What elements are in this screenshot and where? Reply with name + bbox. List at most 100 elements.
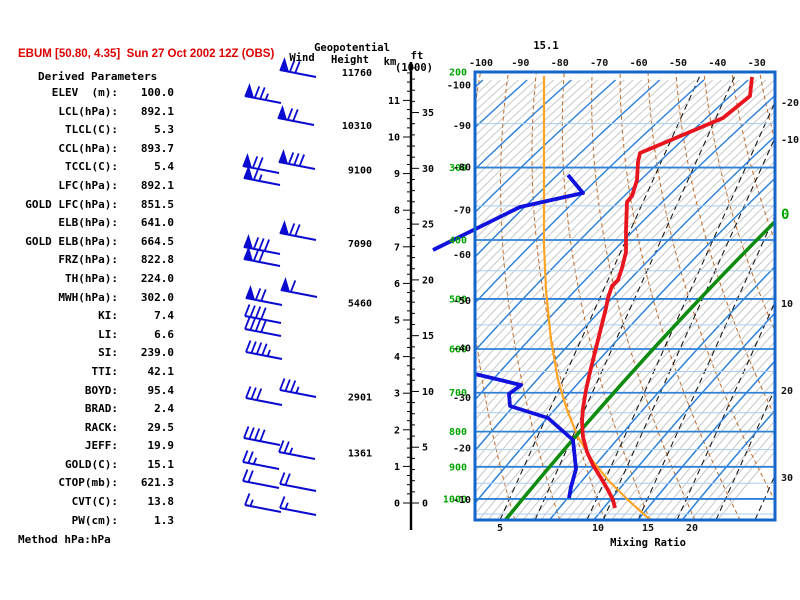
svg-text:2: 2 <box>394 425 400 436</box>
parameter-label: CTOP(mb): <box>58 476 118 490</box>
parameter-value: 302.0 <box>140 290 174 304</box>
svg-text:300: 300 <box>449 163 467 174</box>
parameter-label: LFC(hPa): <box>58 178 118 192</box>
svg-text:-80: -80 <box>551 58 569 69</box>
derived-parameter-row: ELEV (m): 100.0 <box>18 84 176 103</box>
zero-isotherm-green-line <box>503 219 775 520</box>
parameter-label: LCL(hPa): <box>58 104 118 118</box>
ft-scale-header: ft <box>410 50 424 62</box>
parameter-value: 29.5 <box>147 420 175 434</box>
svg-text:10: 10 <box>388 133 400 144</box>
parameter-label: KI: <box>98 309 118 323</box>
derived-parameter-row: GOLD ELB(hPa): 664.5 <box>18 233 176 252</box>
chart-grid <box>475 72 775 520</box>
geopotential-header-line2: Height <box>331 54 369 66</box>
derived-parameter-row: PW(cm): 1.3 <box>18 512 176 531</box>
parameter-value: 892.1 <box>140 178 174 192</box>
parameter-value: 893.7 <box>140 141 174 155</box>
parameter-label: CVT(C): <box>71 495 118 509</box>
svg-text:15: 15 <box>642 523 654 534</box>
svg-text:8: 8 <box>394 206 400 217</box>
derived-parameter-row: GOLD LFC(hPa): 851.5 <box>18 196 176 215</box>
svg-text:-70: -70 <box>590 58 608 69</box>
parameter-value: 224.0 <box>140 271 174 285</box>
parameter-value: 2.4 <box>154 402 174 416</box>
parameter-value: 6.6 <box>154 327 174 341</box>
parameter-label: MWH(hPa): <box>58 290 118 304</box>
wind-barb <box>245 340 283 360</box>
wind-barb <box>242 450 280 470</box>
parameter-label: LI: <box>98 327 118 341</box>
parameter-value: 100.0 <box>140 86 174 99</box>
svg-text:-10: -10 <box>781 135 799 146</box>
svg-text:6: 6 <box>394 279 400 290</box>
parameter-value: 851.5 <box>140 197 174 211</box>
wind-barb <box>243 245 281 267</box>
wind-column-header: Wind <box>289 52 315 64</box>
svg-text:0: 0 <box>394 499 400 510</box>
svg-text:7090: 7090 <box>348 239 372 250</box>
parameter-value: 1.3 <box>154 513 174 527</box>
parameter-value: 5.4 <box>154 160 174 174</box>
svg-text:-60: -60 <box>630 58 648 69</box>
wind-barb <box>279 472 317 492</box>
derived-parameter-row: BRAD: 2.4 <box>18 400 176 419</box>
km-scale-header: km <box>383 56 397 68</box>
axis-labels: -100 -90 -80 -70 -60 -50 -40 -30200300400500600… <box>443 58 799 534</box>
svg-text:-80: -80 <box>453 163 471 174</box>
svg-text:5: 5 <box>497 523 503 534</box>
wind-barb <box>243 233 281 255</box>
derived-parameters-heading: Derived Parameters <box>38 70 158 83</box>
wind-barb <box>278 148 316 170</box>
isobars-major <box>475 72 775 500</box>
wind-barb <box>244 317 282 337</box>
svg-text:-60: -60 <box>453 250 471 261</box>
parameter-label: TTI: <box>91 364 119 378</box>
svg-text:-100: -100 <box>469 58 493 69</box>
method-footer: Method hPa:hPa <box>18 533 111 546</box>
wetbulb-curve-label: 15.1 <box>533 40 559 52</box>
parameter-value: 13.8 <box>147 495 175 509</box>
derived-parameter-row: CCL(hPa): 893.7 <box>18 140 176 159</box>
temperature-curve <box>580 76 754 509</box>
svg-text:-90: -90 <box>453 121 471 132</box>
parameter-value: 5.3 <box>154 123 174 137</box>
svg-text:-50: -50 <box>669 58 687 69</box>
svg-text:20: 20 <box>781 386 793 397</box>
wetbulb-curve <box>542 76 653 520</box>
svg-text:10: 10 <box>422 387 434 398</box>
parameter-value: 822.8 <box>140 253 174 267</box>
wind-barb <box>243 164 281 186</box>
wind-barbs-group <box>242 56 318 516</box>
svg-text:600: 600 <box>449 345 467 356</box>
wind-barb <box>279 378 317 398</box>
derived-parameter-row: GOLD(C): 15.1 <box>18 456 176 475</box>
dry-adiabats <box>475 72 775 520</box>
derived-parameter-row: LFC(hPa): 892.1 <box>18 177 176 196</box>
derived-parameters-table: ELEV (m): 100.0 LCL(hPa): 892.1 TLCL(C): 5.3 C… <box>18 84 176 530</box>
derived-parameter-row: TCCL(C): 5.4 <box>18 158 176 177</box>
svg-text:15: 15 <box>422 331 434 342</box>
wind-barb <box>244 82 282 104</box>
parameter-value: 7.4 <box>154 309 174 323</box>
svg-text:0: 0 <box>422 499 428 510</box>
svg-text:800: 800 <box>449 427 467 438</box>
parameter-label: SI: <box>98 346 118 360</box>
wind-barb <box>242 469 280 489</box>
parameter-label: CCL(hPa): <box>58 141 118 155</box>
ruler-labels: 1110987654321035302520151050117601031091… <box>342 68 434 509</box>
svg-text:35: 35 <box>422 108 434 119</box>
svg-text:1361: 1361 <box>348 449 372 460</box>
parameter-label: BRAD: <box>84 402 118 416</box>
parameter-label: JEFF: <box>84 439 118 453</box>
wind-barb <box>278 440 316 460</box>
svg-text:9: 9 <box>394 169 400 180</box>
svg-text:700: 700 <box>449 388 467 399</box>
minor-isotherms <box>475 79 775 520</box>
derived-parameter-row: TLCL(C): 5.3 <box>18 121 176 140</box>
derived-parameter-row: TH(hPa): 224.0 <box>18 270 176 289</box>
parameter-label: TLCL(C): <box>65 123 118 137</box>
svg-text:0: 0 <box>781 207 789 223</box>
height-ruler <box>403 62 419 530</box>
svg-text:5: 5 <box>422 443 428 454</box>
